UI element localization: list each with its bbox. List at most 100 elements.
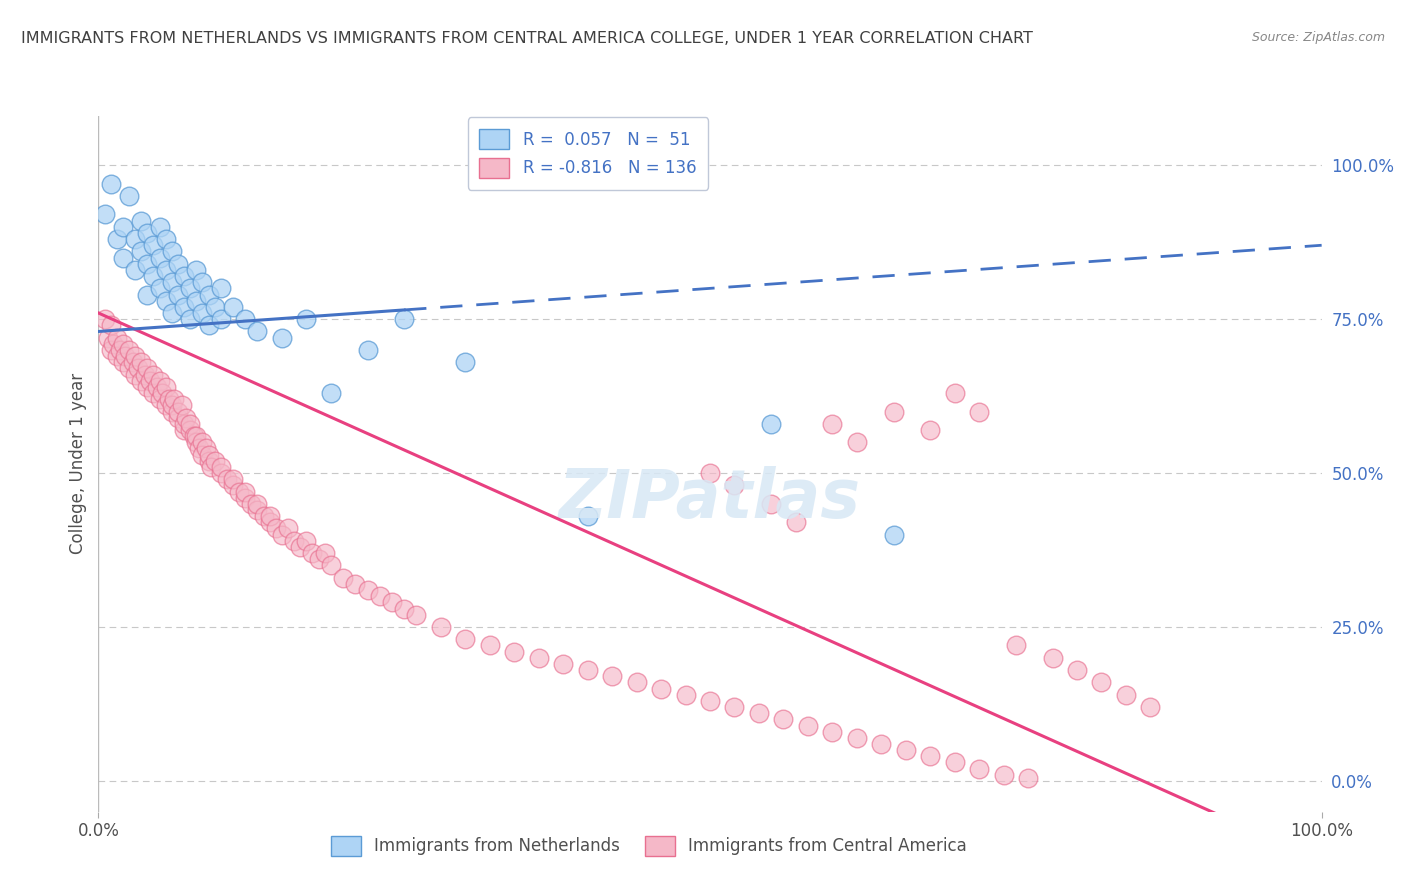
Point [967, 762, 990, 776]
Point [129, 213, 152, 227]
Y-axis label: College, Under 1 year: College, Under 1 year [69, 373, 87, 555]
Point [748, 706, 770, 721]
Point [100, 177, 122, 191]
Point [576, 509, 599, 524]
Point [252, 509, 274, 524]
Point [167, 404, 190, 418]
Point [215, 472, 238, 486]
Point [478, 639, 501, 653]
Point [319, 558, 342, 573]
Point [142, 386, 165, 401]
Point [118, 343, 141, 357]
Point [943, 756, 966, 770]
Point [246, 325, 269, 339]
Point [259, 516, 281, 530]
Point [134, 368, 156, 382]
Point [209, 281, 232, 295]
Point [183, 429, 205, 443]
Point [170, 398, 193, 412]
Point [142, 368, 165, 382]
Point [118, 361, 141, 376]
Point [110, 343, 132, 357]
Point [527, 650, 550, 665]
Point [186, 429, 208, 443]
Point [160, 306, 183, 320]
Point [1017, 771, 1039, 785]
Point [191, 275, 214, 289]
Point [160, 398, 183, 412]
Point [246, 503, 269, 517]
Point [967, 404, 990, 418]
Point [111, 251, 134, 265]
Point [179, 281, 201, 295]
Point [176, 410, 198, 425]
Point [160, 404, 183, 418]
Point [149, 251, 172, 265]
Point [149, 219, 172, 234]
Point [173, 423, 195, 437]
Point [105, 330, 128, 344]
Point [1004, 639, 1026, 653]
Point [197, 454, 219, 468]
Point [204, 300, 226, 314]
Point [233, 491, 256, 505]
Point [1139, 700, 1161, 714]
Point [124, 368, 146, 382]
Point [197, 448, 219, 462]
Point [264, 521, 287, 535]
Point [204, 454, 226, 468]
Point [454, 355, 477, 369]
Point [209, 466, 232, 480]
Point [503, 645, 526, 659]
Point [761, 497, 783, 511]
Point [149, 392, 172, 407]
Point [675, 688, 697, 702]
Point [136, 287, 159, 301]
Point [100, 343, 122, 357]
Point [142, 268, 165, 283]
Point [149, 374, 172, 388]
Point [93, 312, 115, 326]
Point [186, 435, 208, 450]
Point [111, 355, 134, 369]
Point [209, 459, 232, 474]
Point [149, 281, 172, 295]
Point [155, 293, 177, 308]
Point [405, 607, 427, 622]
Point [283, 533, 305, 548]
Point [114, 349, 136, 363]
Point [699, 694, 721, 708]
Point [93, 207, 115, 221]
Point [142, 238, 165, 252]
Point [167, 257, 190, 271]
Point [259, 509, 281, 524]
Point [290, 540, 312, 554]
Point [155, 232, 177, 246]
Point [136, 380, 159, 394]
Point [576, 663, 599, 677]
Point [155, 263, 177, 277]
Point [699, 466, 721, 480]
Point [381, 595, 404, 609]
Point [308, 552, 330, 566]
Point [155, 398, 177, 412]
Point [167, 410, 190, 425]
Text: ZIPatlas: ZIPatlas [560, 466, 860, 532]
Point [233, 312, 256, 326]
Point [179, 417, 201, 431]
Point [943, 386, 966, 401]
Point [1042, 650, 1064, 665]
Point [150, 386, 173, 401]
Point [553, 657, 575, 671]
Point [105, 349, 128, 363]
Point [136, 361, 159, 376]
Point [246, 497, 269, 511]
Point [222, 472, 245, 486]
Point [772, 712, 794, 726]
Point [105, 232, 128, 246]
Point [626, 675, 648, 690]
Point [124, 349, 146, 363]
Point [186, 293, 208, 308]
Point [344, 577, 367, 591]
Point [173, 417, 195, 431]
